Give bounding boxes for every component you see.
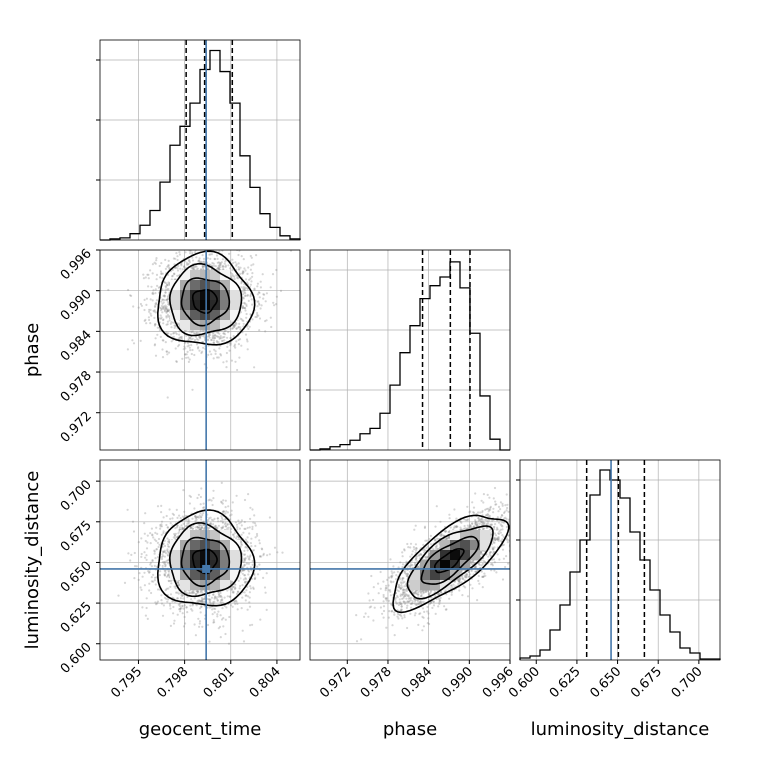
contour-line — [191, 288, 218, 315]
x-tick-label: 0.801 — [201, 664, 238, 701]
contour-line — [180, 536, 231, 588]
hist-frame-geocent_time — [99, 39, 301, 241]
x-axis-label: geocent_time — [139, 719, 262, 740]
x-tick-label: 0.804 — [247, 664, 284, 701]
x-axis-label: luminosity_distance — [531, 719, 710, 740]
hist-step-luminosity_distance — [519, 469, 721, 660]
joint-frame-geocent_time-phase — [99, 249, 301, 451]
x-tick-label: 0.795 — [108, 664, 145, 701]
x-axis-luminosity_distance: 0.600 0.625 0.650 0.675 0.700luminosity_dist… — [506, 660, 709, 740]
truth-marker — [202, 564, 211, 573]
hist-frame-phase — [309, 249, 511, 451]
joint-panel-geocent_time-luminosity_distance — [100, 460, 300, 660]
contour-line — [191, 548, 218, 575]
contour-line — [168, 263, 243, 337]
joint-panel-geocent_time-phase — [100, 249, 300, 450]
x-tick-label: 0.650 — [587, 664, 624, 701]
contour-line — [420, 535, 480, 585]
y-tick-label: 0.984 — [58, 328, 95, 365]
hist-panel-geocent_time — [96, 40, 301, 241]
hist-step-geocent_time — [100, 49, 301, 241]
joint-panel-phase-luminosity_distance — [310, 460, 511, 660]
y-tick-label: 0.650 — [58, 559, 95, 596]
x-axis-label: phase — [383, 719, 437, 740]
x-tick-label: 0.978 — [358, 664, 395, 701]
y-tick-label: 0.990 — [58, 287, 95, 324]
contour-line — [168, 522, 243, 598]
y-tick-label: 0.675 — [58, 518, 95, 555]
x-tick-label: 0.700 — [669, 664, 706, 701]
contour-line — [180, 277, 231, 327]
y-axis-label: luminosity_distance — [22, 471, 43, 650]
x-tick-label: 0.798 — [155, 664, 192, 701]
density-bins — [410, 530, 491, 591]
y-tick-label: 0.600 — [58, 640, 95, 677]
joint-frame-phase-luminosity_distance — [309, 459, 511, 661]
x-tick-label: 0.972 — [317, 664, 354, 701]
contour-line — [156, 250, 256, 346]
y-tick-label: 0.996 — [58, 246, 95, 283]
y-tick-label: 0.972 — [58, 409, 95, 446]
y-tick-label: 0.625 — [58, 599, 95, 636]
hist-frame-luminosity_distance — [519, 459, 721, 661]
contour-line — [392, 514, 510, 614]
x-tick-label: 0.990 — [439, 664, 476, 701]
y-tick-label: 0.978 — [58, 368, 95, 405]
x-tick-label: 0.984 — [399, 664, 436, 701]
x-tick-label: 0.625 — [547, 664, 584, 701]
y-tick-label: 0.700 — [58, 477, 95, 514]
x-tick-label: 0.675 — [628, 664, 665, 701]
hist-step-phase — [310, 261, 510, 451]
joint-frame-geocent_time-luminosity_distance — [99, 459, 301, 661]
hist-panel-luminosity_distance — [516, 460, 721, 660]
y-axis-label: phase — [22, 323, 43, 377]
hist-panel-phase — [306, 250, 511, 451]
x-axis-geocent_time: 0.795 0.798 0.801 0.804 geocent_time — [108, 660, 284, 740]
contour-line — [156, 509, 256, 607]
